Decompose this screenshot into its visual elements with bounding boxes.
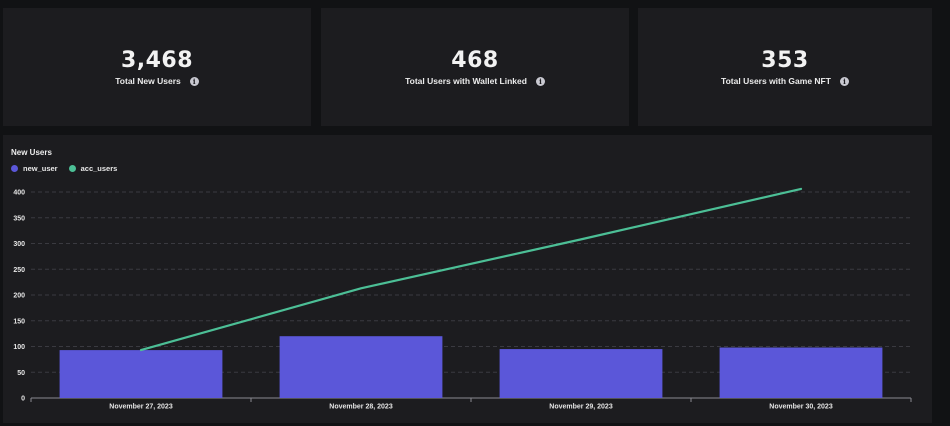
info-icon[interactable]: i [189,76,199,86]
y-tick-label: 200 [13,293,25,300]
kpi-card-total-new-users: 3,468 Total New Users i [3,8,311,126]
kpi-label: Total Users with Wallet Linked [405,76,527,86]
y-tick-label: 150 [13,318,25,325]
chart-title: New Users [11,148,52,157]
kpi-value: 3,468 [120,48,194,73]
y-tick-label: 400 [13,190,25,197]
legend-label-new-user: new_user [23,164,58,173]
y-tick-label: 0 [21,396,25,403]
y-tick-label: 300 [13,241,25,248]
kpi-label-row: Total Users with Game NFT i [721,76,849,86]
line-acc-users[interactable] [139,187,803,352]
x-tick-label: November 27, 2023 [109,404,173,411]
legend-item-acc-users[interactable]: acc_users [68,164,118,173]
y-tick-label: 350 [13,215,25,222]
x-tick-label: November 28, 2023 [329,404,393,411]
bar-new-user[interactable] [499,349,663,398]
kpi-value: 468 [451,48,499,73]
kpi-label-row: Total New Users i [115,76,199,86]
kpi-value: 353 [761,48,809,73]
legend-swatch-new-user [11,165,18,172]
bar-new-user[interactable] [279,336,443,398]
y-tick-label: 250 [13,267,25,274]
legend-swatch-acc-users [68,165,76,172]
chart-plot-area: 0 50 100 150 200 250 300 350 400 November 27, 202… [13,187,912,411]
info-icon[interactable]: i [535,76,545,86]
y-tick-label: 50 [17,370,25,377]
info-icon[interactable]: i [839,76,849,86]
bar-new-user[interactable] [59,350,223,398]
legend-item-new-user[interactable]: new_user [11,164,58,173]
kpi-label: Total New Users [115,76,181,86]
kpi-label-row: Total Users with Wallet Linked i [405,76,545,86]
bar-new-user[interactable] [719,347,883,398]
legend-label-acc-users: acc_users [80,164,118,173]
y-tick-label: 100 [13,344,25,351]
chart-legend: new_user acc_users [11,164,128,173]
x-tick-label: November 29, 2023 [549,404,613,411]
kpi-card-game-nft: 353 Total Users with Game NFT i [638,8,932,126]
x-tick-label: November 30, 2023 [769,404,833,411]
kpi-card-wallet-linked: 468 Total Users with Wallet Linked i [321,8,629,126]
kpi-label: Total Users with Game NFT [721,76,831,86]
chart-card-new-users: New Users new_user acc_users 0 50 100 150 20… [3,135,932,423]
